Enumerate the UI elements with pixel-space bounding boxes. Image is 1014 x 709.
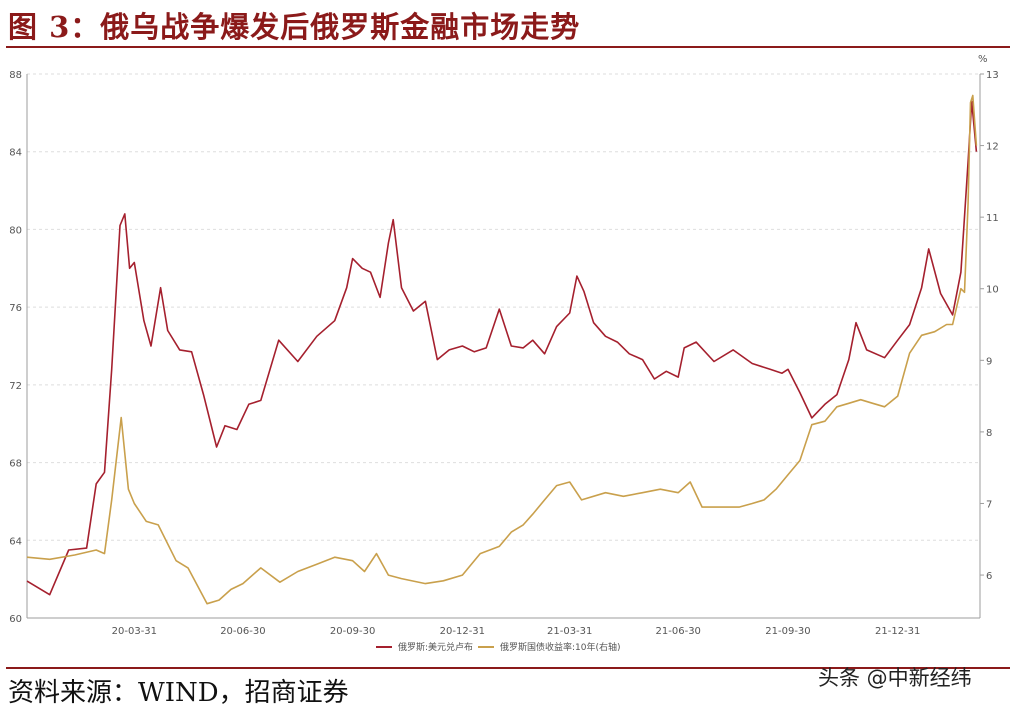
right-tick-label: 11 xyxy=(986,213,999,224)
x-tick-label: 21-09-30 xyxy=(765,626,810,637)
x-tick-label: 21-06-30 xyxy=(656,626,701,637)
title-divider xyxy=(6,46,1010,48)
left-tick-label: 84 xyxy=(9,148,22,159)
left-tick-label: 68 xyxy=(9,459,22,470)
x-tick-label: 21-12-31 xyxy=(875,626,920,637)
legend-label-1: 俄罗斯:美元兑卢布 xyxy=(398,641,473,653)
source-note: 资料来源：WIND，招商证券 xyxy=(8,678,349,708)
figure-title: 图 3：俄乌战争爆发后俄罗斯金融市场走势 xyxy=(8,10,581,44)
right-tick-label: 8 xyxy=(986,428,992,439)
right-tick-label: 7 xyxy=(986,499,992,510)
right-tick-label: 13 xyxy=(986,70,999,81)
series-line-2 xyxy=(26,94,978,605)
right-tick-label: 6 xyxy=(986,571,992,582)
x-axis-ticks: 20-03-31 20-06-30 20-09-30 20-12-31 21-03-31… xyxy=(112,626,921,637)
x-tick-label: 20-03-31 xyxy=(112,626,157,637)
left-tick-label: 64 xyxy=(9,536,22,547)
left-axis-ticks: 60 64 68 72 76 80 84 88 xyxy=(9,70,22,625)
footer-divider xyxy=(6,667,1010,669)
left-tick-label: 80 xyxy=(9,225,22,236)
legend-label-2: 俄罗斯国债收益率:10年(右轴) xyxy=(500,641,621,653)
right-axis-ticks: 6 7 8 9 10 11 12 13 xyxy=(980,70,999,582)
series-layer xyxy=(26,94,978,605)
left-tick-label: 72 xyxy=(9,381,22,392)
x-tick-label: 20-12-31 xyxy=(440,626,485,637)
left-tick-label: 60 xyxy=(9,614,22,625)
left-tick-label: 88 xyxy=(9,70,22,81)
legend: 俄罗斯:美元兑卢布 俄罗斯国债收益率:10年(右轴) xyxy=(376,641,621,653)
watermark: 头条 @中新经纬 xyxy=(818,666,972,690)
right-tick-label: 9 xyxy=(986,356,992,367)
chart-axes xyxy=(26,74,981,619)
chart-grid xyxy=(27,73,980,541)
left-tick-label: 76 xyxy=(9,303,22,314)
series-line-1 xyxy=(26,100,978,596)
x-tick-label: 20-06-30 xyxy=(220,626,265,637)
x-tick-label: 21-03-31 xyxy=(547,626,592,637)
chart: 60 64 68 72 76 80 84 88 6 7 8 9 10 11 12 13 % 20-03-31… xyxy=(9,54,999,653)
right-axis-unit: % xyxy=(978,54,988,65)
right-tick-label: 12 xyxy=(986,142,999,153)
x-tick-label: 20-09-30 xyxy=(330,626,375,637)
right-tick-label: 10 xyxy=(986,285,999,296)
